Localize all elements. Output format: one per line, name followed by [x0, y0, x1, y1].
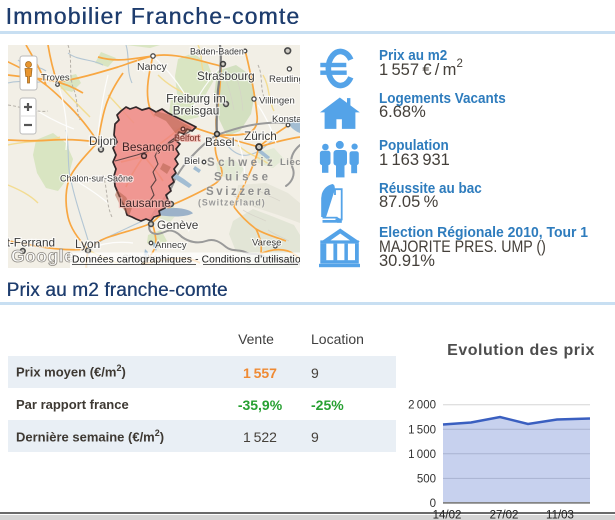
svg-text:Lausanne: Lausanne	[119, 196, 171, 210]
svg-text:Lyon: Lyon	[75, 237, 100, 251]
svg-text:Reutlingen: Reutlingen	[269, 74, 300, 85]
svg-text:14/02: 14/02	[433, 510, 462, 520]
svg-text:Baden-Baden: Baden-Baden	[190, 47, 244, 57]
svg-text:Besançon: Besançon	[122, 140, 174, 154]
svg-text:27/02: 27/02	[490, 510, 519, 520]
svg-text:500: 500	[417, 473, 436, 485]
svg-text:11/03: 11/03	[546, 510, 574, 520]
svg-text:Konstanz: Konstanz	[272, 114, 300, 125]
svg-text:Svizzera: Svizzera	[206, 186, 273, 198]
svg-text:Breisgau: Breisgau	[173, 104, 220, 118]
svg-text:Freiburg im: Freiburg im	[166, 92, 226, 106]
svg-text:Annecy: Annecy	[155, 240, 187, 251]
svg-text:0: 0	[430, 498, 436, 510]
svg-text:Belfort: Belfort	[174, 133, 201, 143]
svg-text:Clermont-Ferrand: Clermont-Ferrand	[8, 236, 55, 250]
svg-text:Liech: Liech	[280, 157, 300, 168]
svg-text:Zürich: Zürich	[244, 129, 277, 143]
svg-text:Biel: Biel	[184, 156, 200, 167]
svg-text:Schweiz: Schweiz	[207, 157, 276, 169]
svg-text:Nancy: Nancy	[137, 61, 168, 73]
svg-text:Basel: Basel	[205, 135, 235, 149]
svg-text:1 000: 1 000	[408, 449, 436, 461]
svg-text:Genève: Genève	[157, 218, 199, 232]
svg-text:Chalon-sur-Saône: Chalon-sur-Saône	[60, 174, 133, 184]
svg-text:Suisse: Suisse	[214, 172, 271, 184]
svg-text:2 000: 2 000	[408, 400, 436, 412]
svg-text:(Switzerland): (Switzerland)	[198, 198, 266, 208]
svg-text:Villingen: Villingen	[259, 96, 295, 107]
svg-text:Données cartographiques - Cond: Données cartographiques - Conditions d’u…	[72, 255, 300, 266]
svg-text:1 500: 1 500	[408, 424, 436, 436]
svg-text:Troyes: Troyes	[41, 73, 70, 84]
svg-text:Strasbourg: Strasbourg	[197, 69, 255, 83]
svg-text:Google: Google	[11, 246, 74, 266]
svg-text:Varese: Varese	[252, 238, 281, 249]
svg-text:Dijon: Dijon	[89, 134, 116, 148]
